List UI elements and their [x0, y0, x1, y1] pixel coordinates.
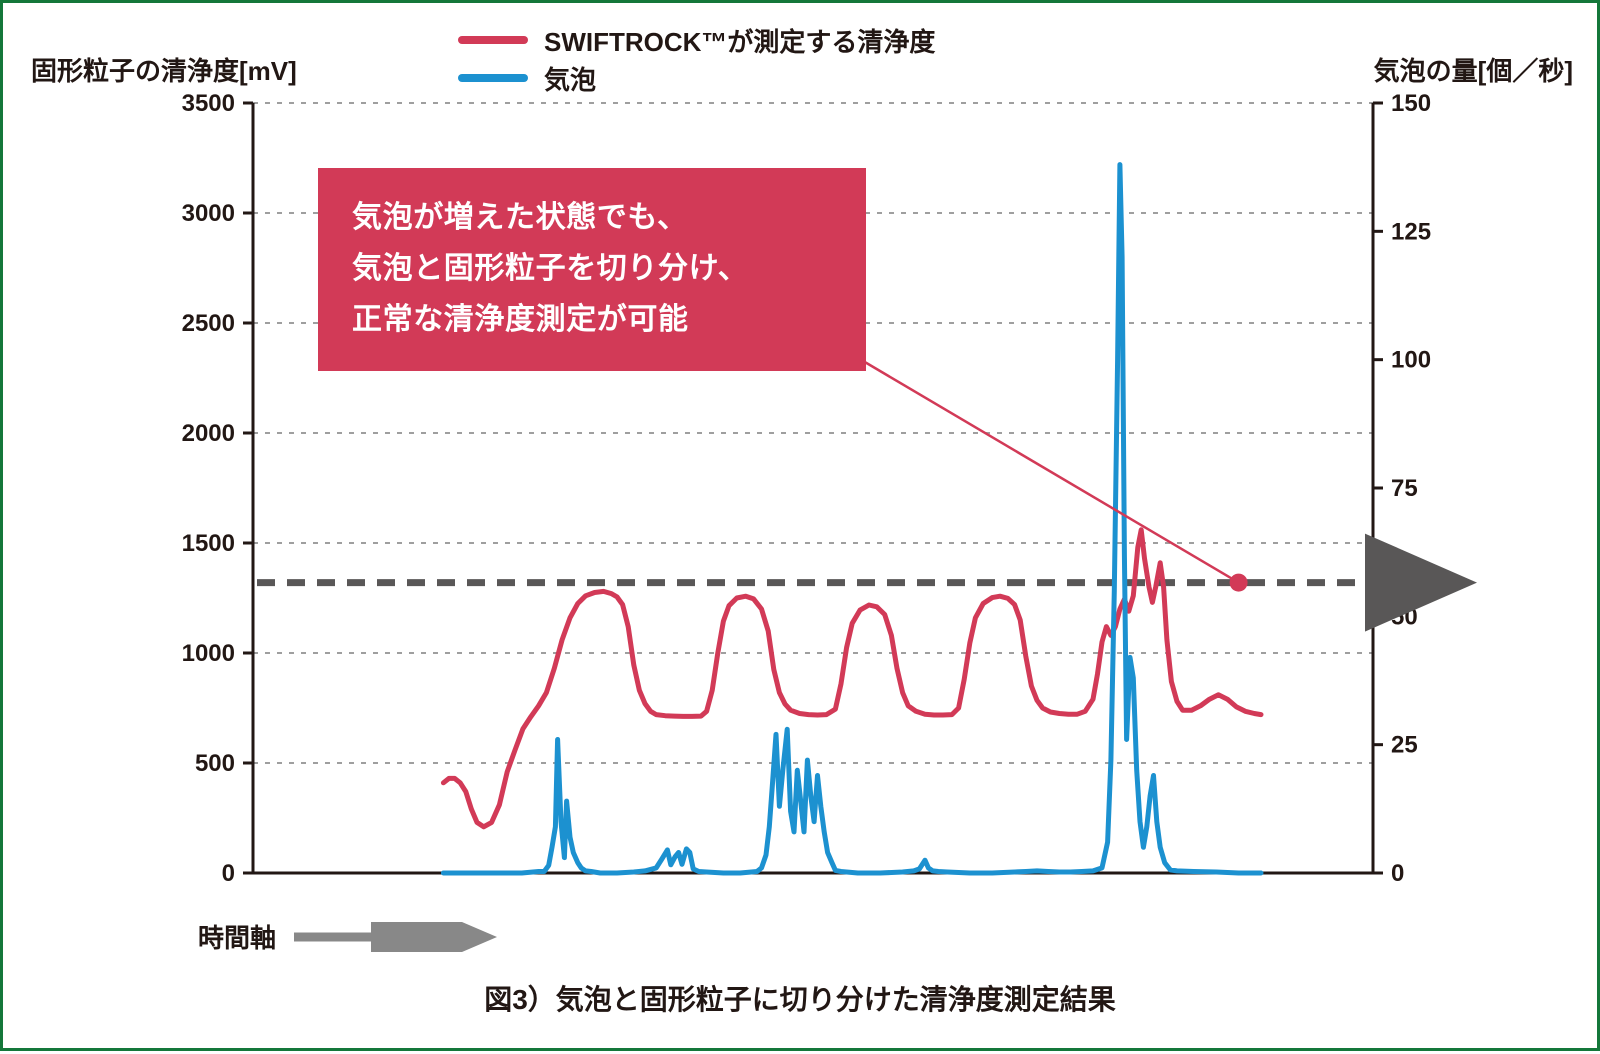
callout-line2: 気泡と固形粒子を切り分け、: [352, 243, 832, 294]
x-axis-label: 時間軸: [198, 918, 276, 955]
svg-text:2500: 2500: [182, 310, 235, 337]
svg-text:0: 0: [222, 860, 235, 887]
svg-text:25: 25: [1391, 732, 1418, 759]
svg-text:500: 500: [195, 750, 235, 777]
svg-text:2000: 2000: [182, 420, 235, 447]
svg-text:75: 75: [1391, 475, 1418, 502]
chart-svg: 0 500 1000 1500 2000 2500 3000 3500 0 25 50 75 100 12…: [3, 3, 1600, 1054]
time-axis-arrow-icon: [290, 922, 500, 952]
svg-text:3000: 3000: [182, 200, 235, 227]
x-axis-label-row: 時間軸: [198, 918, 500, 955]
svg-text:1000: 1000: [182, 640, 235, 667]
figure-caption: 図3）気泡と固形粒子に切り分けた清浄度測定結果: [3, 978, 1597, 1018]
callout-line3: 正常な清浄度測定が可能: [352, 294, 832, 345]
svg-text:150: 150: [1391, 90, 1431, 117]
svg-text:3500: 3500: [182, 90, 235, 117]
callout-line1: 気泡が増えた状態でも、: [352, 192, 832, 243]
svg-text:1500: 1500: [182, 530, 235, 557]
callout-box: 気泡が増えた状態でも、 気泡と固形粒子を切り分け、 正常な清浄度測定が可能: [318, 168, 866, 371]
chart-frame: 固形粒子の清浄度[mV] 気泡の量[個／秒] SWIFTROCK™が測定する清浄…: [0, 0, 1600, 1051]
svg-text:125: 125: [1391, 218, 1431, 245]
svg-text:100: 100: [1391, 347, 1431, 374]
svg-text:50: 50: [1391, 603, 1418, 630]
svg-text:0: 0: [1391, 860, 1404, 887]
